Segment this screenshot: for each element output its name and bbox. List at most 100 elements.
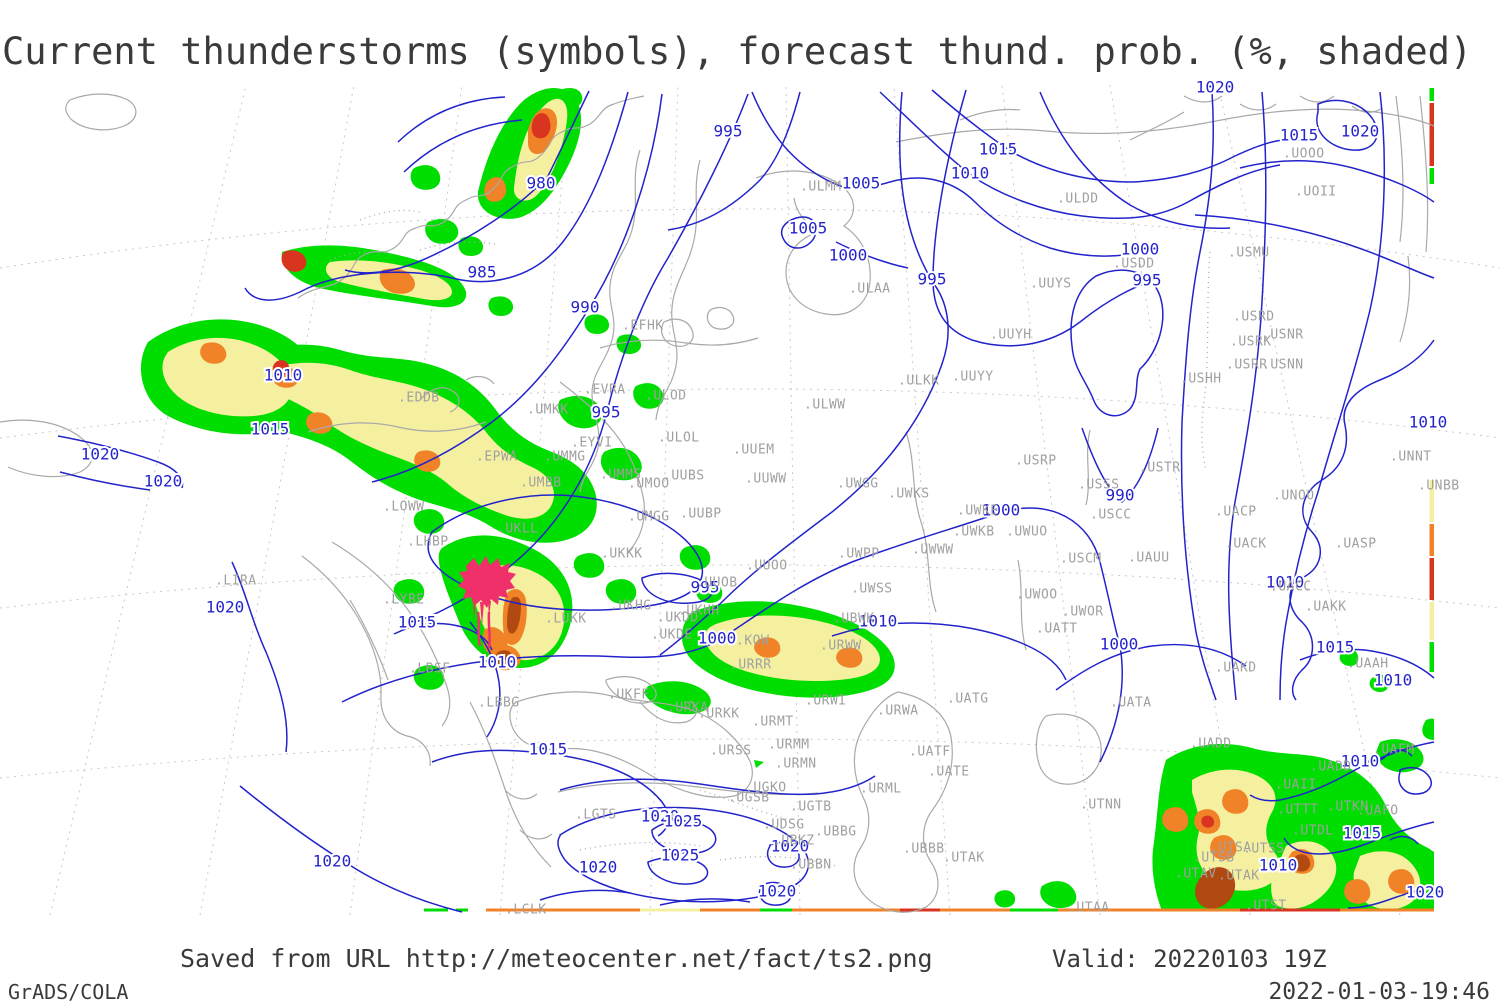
station-label: .ULOD [645,389,687,404]
station-label: .UWPP [838,547,880,562]
isobar-label: 1000 [829,246,868,265]
station-label: .USTR [1139,461,1181,476]
isobar-label: 1010 [1259,856,1298,875]
station-label: .LUKK [545,612,587,627]
isobar-label: 1015 [1280,126,1319,145]
station-label: .UAII [1275,778,1317,793]
isobar-label: 1010 [1374,671,1413,690]
station-label: .LCLK [505,903,547,918]
station-label: .UATE [928,765,970,780]
isobar-layer [57,89,1435,913]
station-label: .UAUU [1128,551,1170,566]
grads-cola-credit: GrADS/COLA [8,980,129,1004]
station-label: .UKHH [678,604,720,619]
isobar-label: 1015 [398,613,437,632]
station-label: .UOII [1295,185,1337,200]
probability-shading-layer [140,88,1434,912]
station-label: .UTTT [1277,803,1319,818]
isobar-label: 1020 [144,472,183,491]
station-label: .ULWW [804,398,846,413]
isobar-label: 1015 [1343,824,1382,843]
station-label: .UWKS [888,487,930,502]
station-label: .UUBS [663,469,705,484]
station-label: .LGTS [575,808,617,823]
station-label: .USRP [1015,454,1057,469]
station-label: .UBWK [833,612,875,627]
station-label: .UTAK [943,851,985,866]
isobar-label: 1020 [758,882,797,901]
station-label: .LYBE [383,593,425,608]
station-label: .UDSG [763,818,805,833]
isobar-label: 1010 [478,653,517,672]
coastline-layer [0,93,1435,913]
saved-from-url-text: Saved from URL http://meteocenter.net/fa… [180,944,933,973]
station-label: .UMGG [628,510,670,525]
station-label: .UATG [947,692,989,707]
station-label: .UTDL [1292,824,1334,839]
station-label: .UNBB [1418,479,1460,494]
station-label: .URKK [698,707,740,722]
station-label: .EYVI [571,436,613,451]
isobar-label: 985 [468,263,497,282]
station-label: .URWW [820,639,862,654]
station-label: .UAKK [1305,600,1347,615]
isobar-label: 990 [1106,486,1135,505]
isobar-label: 980 [527,174,556,193]
station-label: .ULKK [898,374,940,389]
isobar-label: 1025 [661,846,700,865]
isobar-label: 1015 [529,740,568,759]
station-label: .UAKD [1215,661,1257,676]
station-label: .UACK [1225,537,1267,552]
station-label: .UMMG [544,450,586,465]
station-label: .LBSF [409,662,451,677]
station-label: .UTST [1245,899,1287,914]
page-title: Current thunderstorms (symbols), forecas… [2,30,1473,73]
isobar-label: 1005 [842,174,881,193]
isobar-label: 1020 [579,858,618,877]
isobar-label: 1015 [251,420,290,439]
station-label: .UAFM [1373,743,1415,758]
station-label: .UNOO [1273,489,1315,504]
isobar-label: 1010 [264,366,303,385]
station-label: .UUOB [696,576,738,591]
isobar-label: 1015 [1316,638,1355,657]
station-label: .UTSA [1210,841,1252,856]
isobar-label: 1000 [698,629,737,648]
isobar-label: 1000 [1100,635,1139,654]
station-label: .UKHG [610,599,652,614]
isobar-label: 990 [571,298,600,317]
station-label: .UUYH [990,328,1032,343]
isobar-label: 995 [714,122,743,141]
station-label: .UTKN [1327,800,1369,815]
station-label: .USNR [1262,328,1304,343]
isobar-label: 1020 [1406,883,1445,902]
right-border-shading [1429,88,1434,672]
station-label: .UBBN [790,858,832,873]
station-label: .USNN [1262,358,1304,373]
station-label: .UMOO [628,477,670,492]
isobar-label: 1020 [206,598,245,617]
isobar-label: 1010 [859,612,898,631]
station-label: .UAFO [1357,804,1399,819]
station-label: .UWWW [912,543,954,558]
station-label: .UTNN [1080,798,1122,813]
station-label: .UTSB [1193,851,1235,866]
station-label: .URWA [877,704,919,719]
station-label: .UACC [1270,580,1312,595]
station-label: .UWOR [1062,605,1104,620]
isobar-label: 1015 [979,140,1018,159]
station-label: .KOW [736,634,769,649]
isobar-label: 1020 [81,445,120,464]
station-label: .URMN [775,757,817,772]
isobar-label: 1020 [771,837,810,856]
station-label: .UWSS [851,582,893,597]
station-label: .URRR [730,658,772,673]
station-label: .ULOL [658,431,700,446]
station-label: .USRK [1230,335,1272,350]
station-label: .USMU [1228,246,1270,261]
isobar-label: 1000 [1121,240,1160,259]
isobar-label: 1020 [641,807,680,826]
isobar-label: 995 [1133,271,1162,290]
station-label-layer: .ULMM .ULDD .USDD .UOOO .UOII .USMU .UUYS .EFHK… [215,147,1460,918]
station-label: .UKDD [657,611,699,626]
